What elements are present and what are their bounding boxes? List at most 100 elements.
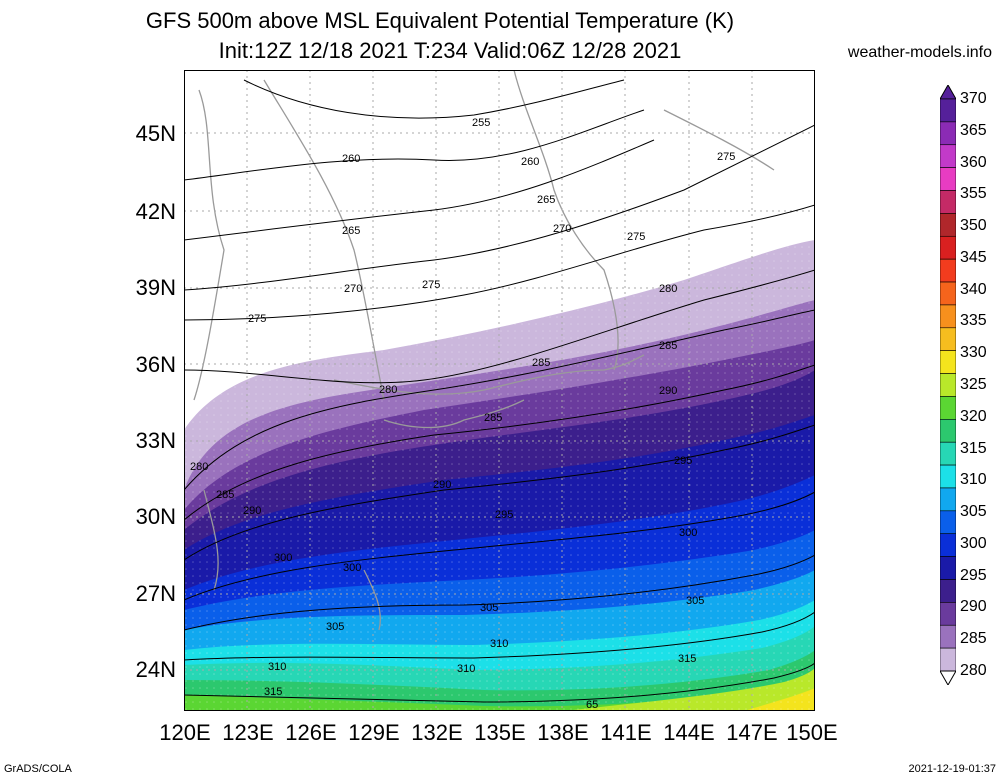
lon-label: 144E xyxy=(663,720,715,745)
colorbar-tick-label: 340 xyxy=(960,280,987,298)
contour-label-group: 255 260 260 265 265 270 270 275 275 275 … xyxy=(190,117,735,711)
colorbar-tick-label: 345 xyxy=(960,248,987,266)
colorbar-tick-label: 280 xyxy=(960,662,987,679)
colorbar-tick-label: 320 xyxy=(960,407,987,425)
lon-label: 138E xyxy=(537,720,589,745)
contour-label: 295 xyxy=(674,455,692,467)
colorbar-swatch xyxy=(940,235,956,260)
lat-label: 30N xyxy=(135,504,176,529)
contour-label: 285 xyxy=(484,412,502,424)
colorbar-tick-label: 300 xyxy=(960,534,987,552)
contour-label: 305 xyxy=(480,602,498,614)
colorbar-swatch xyxy=(940,98,956,123)
colorbar-swatch xyxy=(940,602,956,626)
contour-label: 65 xyxy=(586,699,598,711)
colorbar-swatch xyxy=(940,533,956,557)
colorbar-tick-label: 290 xyxy=(960,598,987,616)
contour-label: 260 xyxy=(521,156,539,168)
contour-label: 305 xyxy=(686,595,704,607)
colorbar-tick-label: 325 xyxy=(960,376,987,393)
colorbar-swatch xyxy=(940,396,956,420)
contour-label: 310 xyxy=(268,661,286,673)
colorbar-swatch xyxy=(940,327,956,351)
colorbar-tick-label: 370 xyxy=(960,90,987,107)
contour-label: 275 xyxy=(248,313,266,325)
contour-lines xyxy=(184,79,815,703)
colorbar-swatch xyxy=(940,350,956,374)
lat-label: 24N xyxy=(135,657,176,682)
lon-label: 135E xyxy=(474,720,526,745)
lon-label: 120E xyxy=(159,720,211,745)
contour-label: 285 xyxy=(659,340,677,352)
colorbar-swatch xyxy=(940,281,956,306)
colorbar-swatch xyxy=(940,579,956,603)
lat-label: 27N xyxy=(135,581,176,606)
colorbar-swatch xyxy=(940,464,956,489)
lon-label: 123E xyxy=(222,720,274,745)
contour-label: 300 xyxy=(274,552,292,564)
lon-label: 132E xyxy=(411,720,463,745)
contour-label: 300 xyxy=(343,562,361,574)
contour-label: 315 xyxy=(264,686,282,698)
colorbar-tick-label: 365 xyxy=(960,121,987,139)
colorbar-swatch xyxy=(940,121,956,146)
colorbar-tick-label: 310 xyxy=(960,471,987,489)
contour-label: 260 xyxy=(342,153,360,165)
contour-label: 255 xyxy=(472,117,490,129)
colorbar-swatch xyxy=(940,441,956,466)
contour-label: 285 xyxy=(216,489,234,501)
colorbar-swatch xyxy=(940,213,956,237)
footer-timestamp: 2021-12-19-01:37 xyxy=(908,763,996,775)
contour-label: 285 xyxy=(532,357,550,369)
colorbar-tick-label: 360 xyxy=(960,153,987,171)
lat-label: 33N xyxy=(135,428,176,453)
contour-label: 280 xyxy=(190,461,208,473)
contour-label: 305 xyxy=(326,621,344,633)
colorbar-tick-label: 305 xyxy=(960,503,987,521)
contour-label: 310 xyxy=(457,663,475,675)
colorbar-bottom-arrow xyxy=(940,670,956,685)
lat-label: 36N xyxy=(135,352,176,377)
lon-label: 126E xyxy=(285,720,337,745)
colorbar-tick-label: 295 xyxy=(960,566,987,584)
lat-label: 45N xyxy=(135,121,176,146)
contour-label: 275 xyxy=(717,151,735,163)
coastlines xyxy=(193,70,775,631)
lat-label: 39N xyxy=(135,275,176,300)
lon-label: 150E xyxy=(786,720,838,745)
site-credit: weather-models.info xyxy=(847,44,992,61)
lon-label: 147E xyxy=(726,720,778,745)
map-title-line1: GFS 500m above MSL Equivalent Potential … xyxy=(145,8,735,33)
colorbar-tick-label: 315 xyxy=(960,439,987,457)
colorbar-swatch xyxy=(940,419,956,443)
temperature-map: 255 260 260 265 265 270 270 275 275 275 … xyxy=(184,70,815,711)
colorbar-tick-label: 355 xyxy=(960,185,987,203)
colorbar-tick-label: 285 xyxy=(960,630,987,648)
map-title-line2: Init:12Z 12/18 2021 T:234 Valid:06Z 12/2… xyxy=(218,38,682,63)
contour-label: 300 xyxy=(679,527,697,539)
footer-credit: GrADS/COLA xyxy=(4,763,72,775)
contour-label: 275 xyxy=(627,231,645,243)
contour-label: 290 xyxy=(243,505,261,517)
colorbar-swatch xyxy=(940,510,956,535)
contour-label: 290 xyxy=(659,385,677,397)
lon-label: 141E xyxy=(600,720,652,745)
colorbar-swatch xyxy=(940,167,956,191)
contour-label: 270 xyxy=(553,223,571,235)
contour-label: 315 xyxy=(678,653,696,665)
contour-label: 295 xyxy=(495,509,513,521)
contour-label: 280 xyxy=(379,384,397,396)
colorbar-swatch xyxy=(940,647,956,672)
contour-label: 270 xyxy=(344,283,362,295)
contour-label: 275 xyxy=(422,279,440,291)
lat-label: 42N xyxy=(135,199,176,224)
colorbar-swatch xyxy=(940,258,956,283)
colorbar-swatch xyxy=(940,304,956,329)
colorbar-tick-label: 335 xyxy=(960,312,987,330)
colorbar-swatch xyxy=(940,556,956,580)
contour-label: 265 xyxy=(537,194,555,206)
colorbar-swatch xyxy=(940,487,956,512)
colorbar-tick-label: 350 xyxy=(960,217,987,235)
colorbar xyxy=(940,85,956,685)
colorbar-tick-label: 330 xyxy=(960,344,987,362)
